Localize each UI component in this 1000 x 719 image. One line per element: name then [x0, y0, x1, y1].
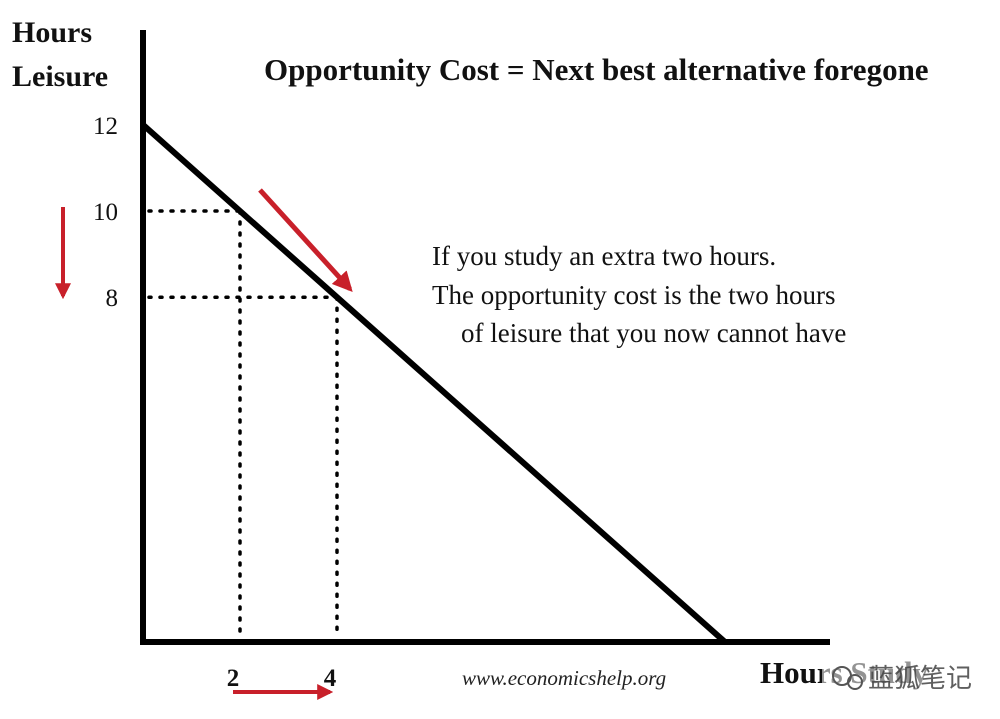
source-text: www.economicshelp.org [462, 666, 666, 690]
chart-title: Opportunity Cost = Next best alternative… [264, 52, 929, 87]
y-tick-labels: 12 10 8 [93, 113, 118, 312]
y-axis-label-line1: Hours [12, 16, 92, 49]
y-tick-label: 8 [106, 285, 119, 312]
x-tick-label: 2 [227, 665, 240, 692]
watermark-text: 蓝狐笔记 [868, 664, 972, 694]
x-tick-label: 4 [324, 665, 337, 692]
annotation-line-2: The opportunity cost is the two hours [432, 280, 835, 310]
annotation-line-1: If you study an extra two hours. [432, 241, 776, 271]
y-tick-label: 12 [93, 113, 118, 140]
y-tick-label: 10 [93, 199, 118, 226]
guide-lines [147, 209, 339, 640]
movement-along-curve-arrow [258, 188, 353, 292]
series-layer [141, 122, 727, 645]
y-axis-label-line2: Leisure [12, 60, 108, 93]
annotation-line-3: of leisure that you now cannot have [461, 318, 846, 348]
budget-line-series-0 [141, 122, 727, 645]
watermark-icon [832, 666, 863, 690]
watermark-backdrop [822, 650, 1000, 692]
